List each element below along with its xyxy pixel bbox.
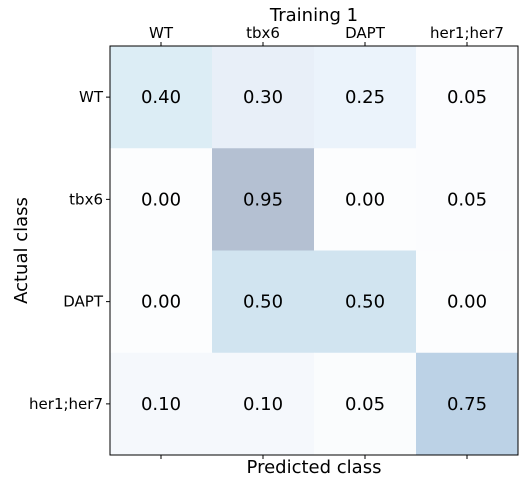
x-tick-label: her1;her7 <box>430 24 504 42</box>
heatmap-cell <box>314 250 417 354</box>
heatmap-value-label: 0.05 <box>345 394 385 415</box>
y-axis-ticks: WT tbx6 DAPT her1;her7 <box>29 88 110 413</box>
y-axis-title: Actual class <box>11 197 32 304</box>
y-tick-label: DAPT <box>63 293 104 311</box>
x-tick-label: tbx6 <box>246 24 280 42</box>
heatmap-cell <box>314 352 417 456</box>
heatmap-value-label: 0.05 <box>447 189 487 210</box>
heatmap-cell <box>416 352 519 456</box>
heatmap-value-label: 0.75 <box>447 394 487 415</box>
plot-frame <box>109 45 519 456</box>
heatmap-cell <box>212 46 315 149</box>
x-tick-label: WT <box>149 24 174 42</box>
heatmap-value-label: 0.30 <box>243 87 283 108</box>
x-axis-ticks: WT tbx6 DAPT her1;her7 <box>149 24 504 459</box>
heatmap-cell <box>314 46 417 149</box>
heatmap-value-label: 0.50 <box>345 292 385 313</box>
heatmap-value-label: 0.00 <box>447 292 487 313</box>
y-tick-label: WT <box>79 88 104 106</box>
heatmap-value-label: 0.00 <box>141 292 181 313</box>
heatmap-value-labels: 0.40 0.30 0.25 0.05 0.00 0.95 0.00 0.05 0.00 0.50… <box>141 87 487 415</box>
heatmap-cell <box>212 352 315 456</box>
x-tick-label: DAPT <box>345 24 386 42</box>
heatmap-cell <box>110 352 213 456</box>
y-tick-label: tbx6 <box>69 190 103 208</box>
heatmap-value-label: 0.25 <box>345 87 385 108</box>
heatmap-value-label: 0.95 <box>243 189 283 210</box>
heatmap-value-label: 0.00 <box>141 189 181 210</box>
heatmap-value-label: 0.40 <box>141 87 181 108</box>
heatmap-cell <box>314 148 417 251</box>
heatmap-cell <box>212 148 315 251</box>
heatmap-cell <box>110 46 213 149</box>
heatmap-cell <box>110 250 213 354</box>
heatmap-cells <box>110 46 519 456</box>
x-axis-title: Predicted class <box>247 457 382 478</box>
heatmap-cell <box>416 46 519 149</box>
heatmap-cell <box>416 250 519 354</box>
heatmap-value-label: 0.10 <box>141 394 181 415</box>
chart-title: Training 1 <box>269 5 358 26</box>
heatmap-value-label: 0.10 <box>243 394 283 415</box>
y-tick-label: her1;her7 <box>29 395 103 413</box>
heatmap-value-label: 0.00 <box>345 189 385 210</box>
heatmap-cell <box>212 250 315 354</box>
heatmap-cell <box>416 148 519 251</box>
heatmap-value-label: 0.05 <box>447 87 487 108</box>
heatmap-value-label: 0.50 <box>243 292 283 313</box>
heatmap-cell <box>110 148 213 251</box>
